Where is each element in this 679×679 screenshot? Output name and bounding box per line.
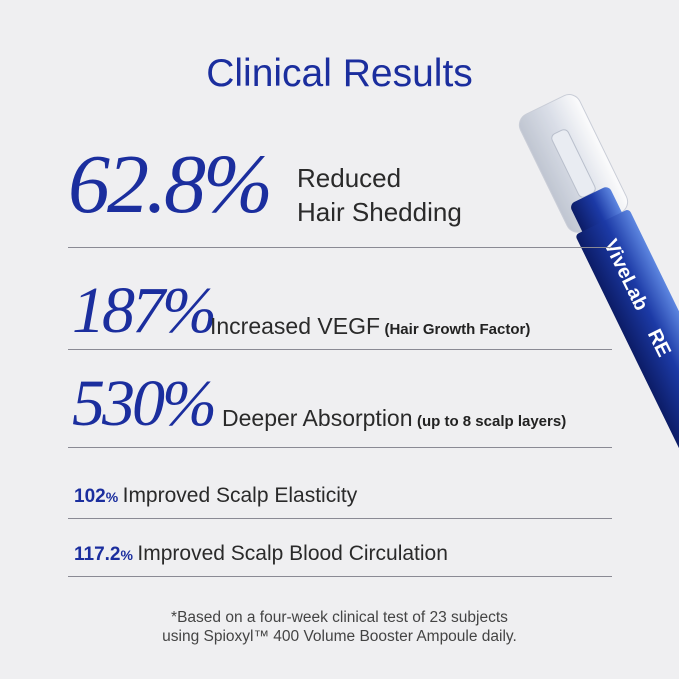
pen: ViveLab RE bbox=[518, 94, 679, 468]
label: Increased VEGF bbox=[210, 313, 381, 339]
row: Increased VEGF (Hair Growth Factor) bbox=[210, 313, 530, 340]
label: Deeper Absorption bbox=[222, 405, 413, 431]
label: Hair Shedding bbox=[297, 197, 462, 227]
divider bbox=[68, 247, 612, 248]
row: 102% Improved Scalp Elasticity bbox=[74, 484, 357, 508]
title: Clinical Results bbox=[206, 52, 473, 95]
label: Improved Scalp Blood Circulation bbox=[137, 542, 448, 565]
stat: 530% bbox=[72, 367, 217, 440]
label: Improved Scalp Elasticity bbox=[122, 484, 358, 507]
unit: % bbox=[105, 489, 119, 505]
label: Reduced bbox=[297, 163, 402, 193]
stat: 187% bbox=[72, 274, 217, 347]
stat: 117.2 bbox=[74, 544, 121, 565]
divider bbox=[68, 349, 612, 350]
divider bbox=[68, 447, 612, 448]
footnote: *Based on a four-week clinical test of 2… bbox=[171, 609, 508, 626]
note: (up to 8 scalp layers) bbox=[416, 413, 567, 430]
footnote: using Spioxyl™ 400 Volume Booster Ampoul… bbox=[162, 628, 517, 645]
divider bbox=[68, 576, 612, 577]
row: Deeper Absorption (up to 8 scalp layers) bbox=[222, 405, 566, 432]
stat: 62.8% bbox=[68, 138, 273, 231]
unit: % bbox=[120, 547, 133, 563]
note: (Hair Growth Factor) bbox=[384, 321, 531, 338]
row: 117.2% Improved Scalp Blood Circulation bbox=[74, 542, 448, 566]
stat: 102 bbox=[74, 486, 106, 507]
divider bbox=[68, 518, 612, 519]
